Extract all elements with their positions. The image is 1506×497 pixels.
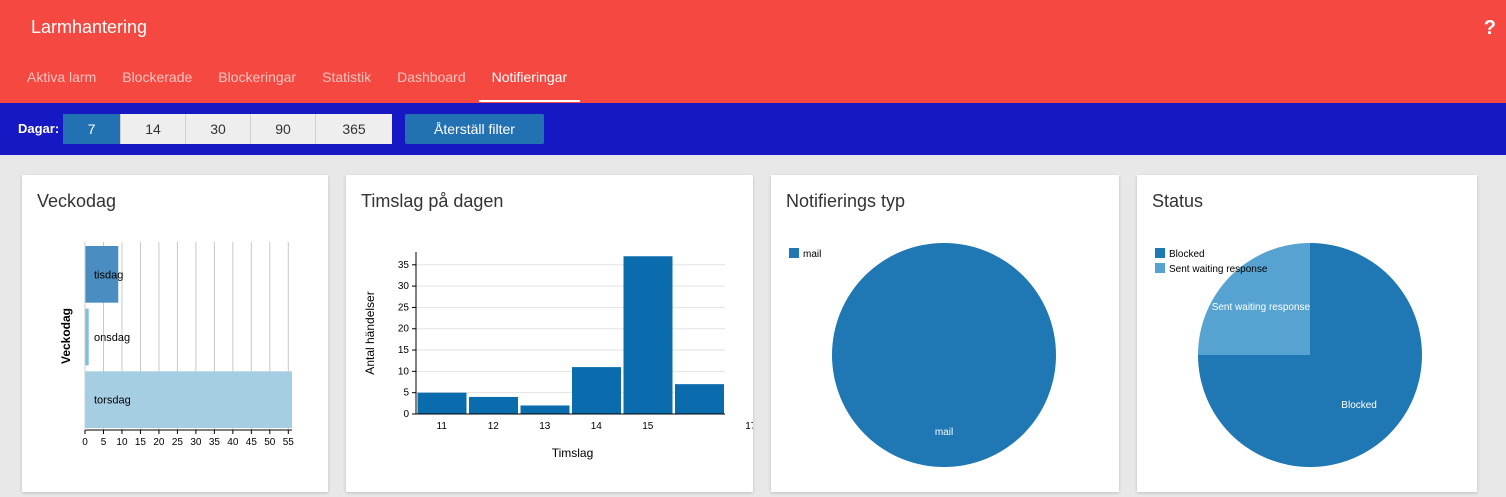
- bar-tisdag: [85, 246, 119, 303]
- type-chart: mail mail: [789, 243, 1056, 467]
- x-tick-label: 20: [153, 437, 165, 448]
- x-tick-label: 15: [135, 437, 147, 448]
- tab-statistik[interactable]: Statistik: [322, 69, 372, 85]
- app-header: Larmhantering ? Aktiva larm Blockerade B…: [0, 0, 1506, 103]
- bar-label-torsdag: torsdag: [94, 395, 131, 407]
- x-tick-label: 0: [82, 437, 88, 448]
- status-card-title: Status: [1152, 191, 1204, 211]
- x-tick-label: 35: [209, 437, 221, 448]
- y-axis-label: Veckodag: [59, 308, 73, 364]
- legend-label-mail: mail: [803, 249, 821, 260]
- x-tick-label: 45: [246, 437, 258, 448]
- x-tick-label: 30: [190, 437, 202, 448]
- pie-label-sent-waiting-response: Sent waiting response: [1212, 302, 1311, 313]
- y-axis-label: Antal händelser: [363, 291, 377, 374]
- y-tick-label: 0: [403, 409, 409, 420]
- y-tick-label: 25: [398, 302, 410, 313]
- days-90-button[interactable]: 90: [251, 114, 316, 144]
- legend-label-sent-waiting-response: Sent waiting response: [1169, 264, 1268, 275]
- hour-card: Timslag på dagen 0 5 10 15 20 25 30 35 11 12 13 14 1…: [346, 175, 753, 492]
- x-tick-label: 11: [437, 421, 448, 432]
- x-tick-label: 13: [539, 421, 551, 432]
- tab-aktiva-larm[interactable]: Aktiva larm: [27, 69, 97, 85]
- legend-swatch-mail: [789, 248, 799, 258]
- x-tick-label: 25: [172, 437, 184, 448]
- legend-swatch-sent-waiting-response: [1155, 263, 1165, 273]
- tab-dashboard[interactable]: Dashboard: [397, 69, 466, 85]
- y-tick-label: 30: [398, 281, 410, 292]
- hist-bar-0: [417, 392, 467, 414]
- app-title: Larmhantering: [31, 17, 148, 37]
- x-tick-label: 10: [116, 437, 128, 448]
- y-tick-label: 10: [398, 366, 410, 377]
- legend-label-blocked: Blocked: [1169, 249, 1205, 260]
- y-tick-label: 35: [398, 260, 410, 271]
- hist-bar-3: [572, 367, 621, 414]
- x-tick-label: 50: [264, 437, 276, 448]
- days-label: Dagar:: [18, 121, 60, 136]
- days-button-group: 7 14 30 90 365: [63, 114, 392, 144]
- days-14-button[interactable]: 14: [121, 114, 186, 144]
- x-tick-label: 5: [101, 437, 107, 448]
- pie-label-mail: mail: [935, 427, 953, 438]
- x-axis-label: Timslag: [552, 446, 594, 460]
- tab-notifieringar[interactable]: Notifieringar: [478, 56, 581, 103]
- pie-slice-sent-waiting-response: [1198, 243, 1310, 355]
- days-30-button[interactable]: 30: [186, 114, 251, 144]
- x-tick-label: 40: [227, 437, 239, 448]
- bar-onsdag: [85, 308, 89, 366]
- hist-bar-4: [623, 256, 673, 414]
- bar-label-onsdag: onsdag: [94, 332, 130, 344]
- bar-label-tisdag: tisdag: [94, 269, 123, 281]
- hist-bar-1: [469, 396, 518, 414]
- status-chart: Blocked Blocked Sent waiting response Sent …: [1155, 243, 1422, 467]
- y-tick-label: 15: [398, 345, 410, 356]
- bar-torsdag: [85, 371, 292, 428]
- help-icon[interactable]: ?: [1483, 17, 1496, 39]
- x-tick-label: 15: [642, 421, 654, 432]
- legend-swatch-blocked: [1155, 248, 1165, 258]
- type-card: Notifierings typ mail mail: [771, 175, 1119, 492]
- x-tick-label: 17: [745, 421, 753, 432]
- days-365-button[interactable]: 365: [316, 114, 392, 144]
- x-tick-label: 14: [591, 421, 603, 432]
- hist-bar-2: [520, 405, 570, 414]
- tab-blockerade[interactable]: Blockerade: [122, 69, 193, 85]
- hour-chart: 0 5 10 15 20 25 30 35 11 12 13 14 15 17 Timslag Antal h…: [363, 252, 753, 460]
- reset-filter-button[interactable]: Återställ filter: [405, 114, 544, 144]
- pie-slice-mail: [832, 243, 1056, 467]
- status-card: Status Blocked Blocked Sent waiting respon…: [1137, 175, 1477, 492]
- type-card-title: Notifierings typ: [786, 191, 906, 211]
- weekday-card: Veckodag 0 5 10 15 20 25 30 35 40 45 50 55 tisdag ons…: [22, 175, 328, 492]
- pie-label-blocked: Blocked: [1341, 400, 1377, 411]
- y-tick-label: 20: [398, 324, 410, 335]
- hist-bar-5: [675, 384, 724, 414]
- tab-blockeringar[interactable]: Blockeringar: [218, 69, 297, 85]
- x-tick-label: 55: [283, 437, 295, 448]
- nav-tabs: Aktiva larm Blockerade Blockeringar Stat…: [14, 56, 581, 103]
- y-tick-label: 5: [403, 388, 409, 399]
- hour-card-title: Timslag på dagen: [361, 191, 504, 211]
- x-tick-label: 12: [488, 421, 500, 432]
- weekday-chart: 0 5 10 15 20 25 30 35 40 45 50 55 tisdag onsdag torsda…: [59, 242, 295, 448]
- days-7-button[interactable]: 7: [63, 114, 121, 144]
- weekday-card-title: Veckodag: [37, 191, 117, 211]
